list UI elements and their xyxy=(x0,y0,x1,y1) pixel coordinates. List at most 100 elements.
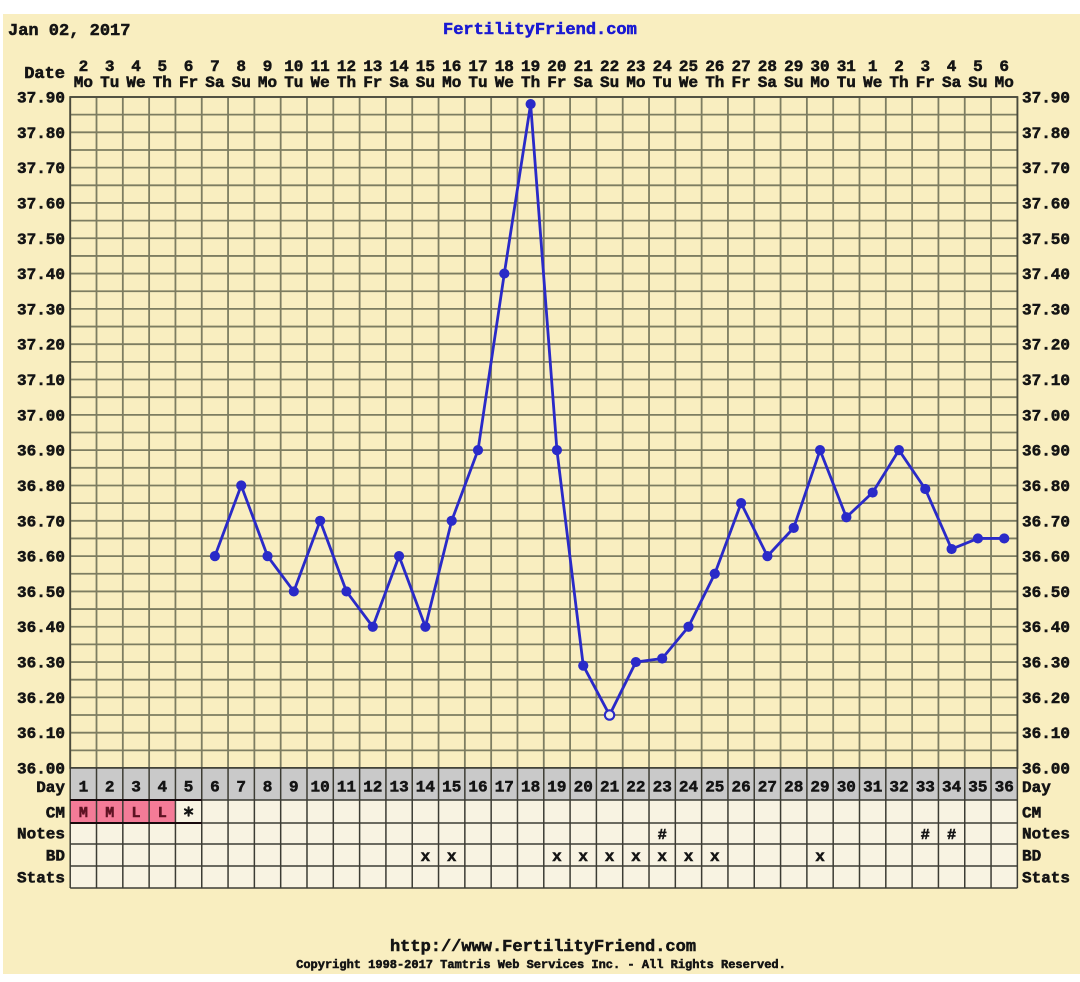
svg-text:6: 6 xyxy=(184,58,194,76)
svg-text:8: 8 xyxy=(236,58,246,76)
svg-text:x: x xyxy=(552,848,562,866)
svg-text:5: 5 xyxy=(184,779,194,797)
svg-text:Sa: Sa xyxy=(205,74,225,92)
svg-text:36.20: 36.20 xyxy=(17,690,65,708)
svg-text:18: 18 xyxy=(521,779,540,797)
svg-text:36.70: 36.70 xyxy=(17,513,65,531)
svg-text:10: 10 xyxy=(310,779,329,797)
svg-text:34: 34 xyxy=(942,779,962,797)
svg-text:Tu: Tu xyxy=(653,74,672,92)
svg-text:37.80: 37.80 xyxy=(17,125,65,143)
svg-text:14: 14 xyxy=(389,58,409,76)
svg-text:24: 24 xyxy=(653,58,673,76)
svg-text:Day: Day xyxy=(1022,779,1051,797)
svg-text:x: x xyxy=(421,848,431,866)
svg-text:Stats: Stats xyxy=(17,870,65,888)
svg-text:Su: Su xyxy=(232,74,251,92)
svg-text:37.30: 37.30 xyxy=(1022,301,1070,319)
svg-text:We: We xyxy=(495,74,514,92)
svg-text:33: 33 xyxy=(916,779,935,797)
svg-text:Day: Day xyxy=(36,779,65,797)
svg-text:37.40: 37.40 xyxy=(1022,266,1070,284)
svg-text:Fr: Fr xyxy=(547,74,566,92)
svg-text:4: 4 xyxy=(131,58,141,76)
svg-text:21: 21 xyxy=(600,779,619,797)
svg-text:Su: Su xyxy=(784,74,803,92)
svg-text:22: 22 xyxy=(600,58,619,76)
svg-text:25: 25 xyxy=(705,779,724,797)
svg-text:Th: Th xyxy=(337,74,356,92)
svg-text:35: 35 xyxy=(968,779,987,797)
svg-text:17: 17 xyxy=(495,779,514,797)
svg-text:36.90: 36.90 xyxy=(17,443,65,461)
svg-text:8: 8 xyxy=(263,779,273,797)
svg-text:Mo: Mo xyxy=(258,74,277,92)
svg-text:Fr: Fr xyxy=(916,74,935,92)
svg-text:36.50: 36.50 xyxy=(17,584,65,602)
svg-text:37.90: 37.90 xyxy=(17,90,65,108)
svg-text:22: 22 xyxy=(626,779,645,797)
svg-text:3: 3 xyxy=(105,58,115,76)
svg-text:37.00: 37.00 xyxy=(17,407,65,425)
svg-text:36: 36 xyxy=(995,779,1014,797)
svg-text:23: 23 xyxy=(653,779,672,797)
svg-text:M: M xyxy=(105,805,114,822)
svg-text:36.60: 36.60 xyxy=(1022,549,1070,567)
svg-text:20: 20 xyxy=(574,779,593,797)
svg-text:37.30: 37.30 xyxy=(17,301,65,319)
svg-text:L: L xyxy=(158,805,167,822)
svg-text:Tu: Tu xyxy=(284,74,303,92)
svg-text:14: 14 xyxy=(416,779,436,797)
svg-text:12: 12 xyxy=(337,58,356,76)
svg-text:36.10: 36.10 xyxy=(1022,725,1070,743)
svg-text:37.50: 37.50 xyxy=(1022,231,1070,249)
svg-text:28: 28 xyxy=(758,58,777,76)
svg-text:Tu: Tu xyxy=(468,74,487,92)
svg-text:17: 17 xyxy=(468,58,487,76)
svg-text:37.80: 37.80 xyxy=(1022,125,1070,143)
svg-text:Su: Su xyxy=(600,74,619,92)
svg-text:Mo: Mo xyxy=(810,74,829,92)
svg-text:36.00: 36.00 xyxy=(17,761,65,779)
svg-text:Fr: Fr xyxy=(731,74,750,92)
svg-text:11: 11 xyxy=(337,779,356,797)
svg-text:Tu: Tu xyxy=(100,74,119,92)
svg-text:M: M xyxy=(79,805,88,822)
svg-text:x: x xyxy=(657,848,667,866)
svg-text:36.30: 36.30 xyxy=(17,655,65,673)
svg-text:Date: Date xyxy=(24,65,65,84)
svg-text:36.10: 36.10 xyxy=(17,725,65,743)
svg-text:We: We xyxy=(310,74,329,92)
svg-text:Notes: Notes xyxy=(17,826,65,844)
svg-text:Sa: Sa xyxy=(574,74,594,92)
svg-text:We: We xyxy=(863,74,882,92)
svg-text:37.70: 37.70 xyxy=(17,160,65,178)
svg-text:x: x xyxy=(631,848,641,866)
svg-text:36.70: 36.70 xyxy=(1022,513,1070,531)
svg-text:Su: Su xyxy=(968,74,987,92)
svg-text:Stats: Stats xyxy=(1022,870,1070,888)
svg-text:We: We xyxy=(679,74,698,92)
svg-text:Su: Su xyxy=(416,74,435,92)
svg-text:7: 7 xyxy=(236,779,246,797)
svg-text:2: 2 xyxy=(894,58,904,76)
svg-text:37.10: 37.10 xyxy=(17,372,65,390)
svg-text:Copyright 1998-2017 Tamtris We: Copyright 1998-2017 Tamtris Web Services… xyxy=(296,958,786,972)
svg-text:29: 29 xyxy=(810,779,829,797)
svg-text:7: 7 xyxy=(210,58,220,76)
svg-text:30: 30 xyxy=(837,779,856,797)
svg-text:2: 2 xyxy=(105,779,115,797)
svg-text:37.40: 37.40 xyxy=(17,266,65,284)
svg-text:4: 4 xyxy=(947,58,957,76)
svg-text:36.80: 36.80 xyxy=(1022,478,1070,496)
svg-text:Fr: Fr xyxy=(363,74,382,92)
svg-text:11: 11 xyxy=(310,58,329,76)
svg-text:37.60: 37.60 xyxy=(1022,195,1070,213)
svg-text:36.40: 36.40 xyxy=(17,619,65,637)
svg-text:6: 6 xyxy=(999,58,1009,76)
svg-text:26: 26 xyxy=(731,779,750,797)
svg-text:37.70: 37.70 xyxy=(1022,160,1070,178)
svg-text:Jan 02, 2017: Jan 02, 2017 xyxy=(8,22,130,41)
svg-text:2: 2 xyxy=(79,58,89,76)
svg-text:FertilityFriend.com: FertilityFriend.com xyxy=(443,21,637,40)
